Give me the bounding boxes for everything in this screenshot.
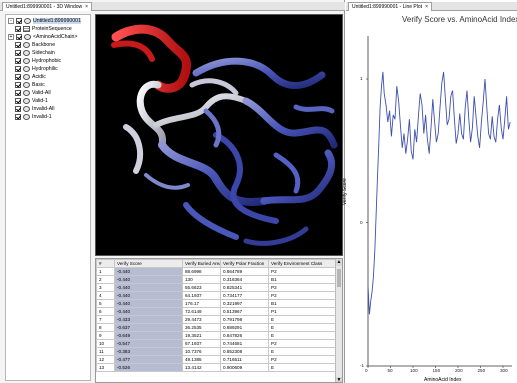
x-tick-label: 0	[365, 368, 368, 373]
tree-item[interactable]: Basic	[15, 81, 45, 89]
visibility-checkbox[interactable]	[15, 26, 21, 32]
tree-item-label: Invalid-All	[32, 106, 55, 112]
x-tick-label: 150	[432, 368, 441, 373]
tab-line-plot[interactable]: Untitled1:899990001 - Line Plot ×	[348, 2, 432, 11]
group-icon	[23, 74, 30, 80]
visibility-checkbox[interactable]	[15, 106, 21, 112]
table-row[interactable]: 8 -0.637 36.2535 0.689291 E	[96, 323, 337, 332]
visibility-checkbox[interactable]	[15, 50, 21, 56]
sequence-icon	[23, 26, 30, 32]
group-icon	[23, 58, 30, 64]
visibility-checkbox[interactable]	[15, 42, 21, 48]
x-tick-label: 100	[410, 368, 418, 373]
residue-data-table: # Verify Score Verify Buried Area Verify…	[95, 258, 343, 383]
group-icon	[23, 50, 30, 56]
tab-3d-window[interactable]: Untitled1:899990001 - 3D Window ×	[2, 2, 93, 11]
x-axis-label: AminoAcid Index	[424, 377, 462, 383]
molecule-icon	[24, 18, 31, 24]
chain-icon	[24, 34, 31, 40]
plot-title: Verify Score vs. AminoAcid Index	[402, 15, 517, 24]
visibility-checkbox[interactable]	[15, 82, 21, 88]
collapse-icon[interactable]: -	[8, 18, 14, 24]
tree-item-label: Sidechain	[32, 50, 55, 56]
visibility-checkbox[interactable]	[15, 58, 21, 64]
series-line	[367, 71, 511, 315]
group-icon	[23, 106, 30, 112]
group-icon	[23, 90, 30, 96]
tree-item[interactable]: Acidic	[15, 73, 46, 81]
scroll-up-icon[interactable]: ▲	[336, 259, 342, 266]
tree-item[interactable]: Hydrophilic	[15, 65, 58, 73]
left-tab-bar: Untitled1:899990001 - 3D Window ×	[0, 2, 345, 11]
tree-item-label: <AminoAcidChain>	[33, 34, 78, 40]
tree-item[interactable]: Sidechain	[15, 49, 55, 57]
tree-item[interactable]: Valid-All	[15, 89, 51, 97]
visibility-checkbox[interactable]	[16, 34, 22, 40]
tree-item[interactable]: Invalid-1	[15, 113, 52, 121]
tree-item-label: Backbone	[32, 42, 56, 48]
scroll-down-icon[interactable]: ▼	[336, 377, 342, 383]
tab-line-plot-label: Untitled1:899990001 - Line Plot	[352, 4, 423, 10]
ribbon-white-segment	[123, 78, 249, 174]
x-tick-label: 300	[500, 368, 508, 373]
tree-item-label: Untitled1:899990001	[33, 18, 81, 24]
table-scrollbar[interactable]: ▲ ▼	[335, 259, 342, 383]
x-tick-label: 200	[455, 368, 463, 373]
tree-item[interactable]: - Untitled1:899990001	[8, 17, 81, 25]
tree-item-label: ProteinSequence	[32, 26, 72, 32]
3d-viewer[interactable]	[95, 14, 343, 256]
table-row[interactable]: 11 -0.383 10.7376 0.852308 E	[96, 347, 337, 356]
ribbon-red-segment	[111, 24, 192, 93]
plot-axes	[367, 36, 512, 367]
tree-item-label: Hydrophobic	[32, 58, 62, 64]
visibility-checkbox[interactable]	[16, 18, 22, 24]
group-icon	[23, 98, 30, 104]
group-icon	[23, 42, 30, 48]
tree-item[interactable]: Valid-1	[15, 97, 48, 105]
protein-ribbon-render	[111, 24, 338, 246]
tree-item-label: Invalid-1	[32, 114, 52, 120]
tree-item[interactable]: Invalid-All	[15, 105, 55, 113]
tree-item-label: Hydrophilic	[32, 66, 58, 72]
y-tick-label: 1	[360, 76, 363, 82]
visibility-checkbox[interactable]	[15, 74, 21, 80]
visibility-checkbox[interactable]	[15, 114, 21, 120]
group-icon	[23, 82, 30, 88]
tab-3d-window-label: Untitled1:899990001 - 3D Window	[6, 4, 83, 10]
tree-item[interactable]: ProteinSequence	[15, 25, 72, 33]
hierarchy-tree: - Untitled1:899990001 ProteinSequence + <Ami…	[5, 14, 91, 381]
3d-window: Untitled1:899990001 - 3D Window × - Untitl…	[0, 0, 345, 383]
table-row[interactable]: 5 -0.440 176.17 0.321997 B1	[96, 299, 337, 308]
close-icon[interactable]: ×	[425, 4, 428, 10]
tree-item[interactable]: Hydrophobic	[15, 57, 61, 65]
line-plot-window: Untitled1:899990001 - Line Plot ×	[346, 0, 517, 383]
close-icon[interactable]: ×	[85, 4, 89, 10]
group-icon	[23, 66, 30, 72]
tree-item-label: Basic	[32, 82, 45, 88]
tree-item[interactable]: + <AminoAcidChain>	[8, 33, 77, 41]
tree-item-label: Acidic	[32, 74, 46, 80]
visibility-checkbox[interactable]	[15, 90, 21, 96]
expand-icon[interactable]: +	[8, 34, 14, 40]
visibility-checkbox[interactable]	[15, 66, 21, 72]
scroll-thumb[interactable]	[337, 269, 341, 287]
visibility-checkbox[interactable]	[15, 98, 21, 104]
ribbon-blue-segment	[144, 57, 338, 246]
right-tab-bar: Untitled1:899990001 - Line Plot ×	[346, 2, 517, 11]
tree-item[interactable]: Backbone	[15, 41, 55, 49]
tree-item-label: Valid-All	[32, 90, 51, 96]
x-tick-label: 50	[387, 368, 393, 373]
y-tick-label: -1	[360, 363, 365, 368]
x-tick-label: 250	[477, 368, 486, 373]
group-icon	[23, 114, 30, 120]
table-header-row: # Verify Score Verify Buried Area Verify…	[96, 259, 337, 268]
tree-item-label: Valid-1	[32, 98, 48, 104]
y-tick-label: 0	[360, 219, 363, 225]
